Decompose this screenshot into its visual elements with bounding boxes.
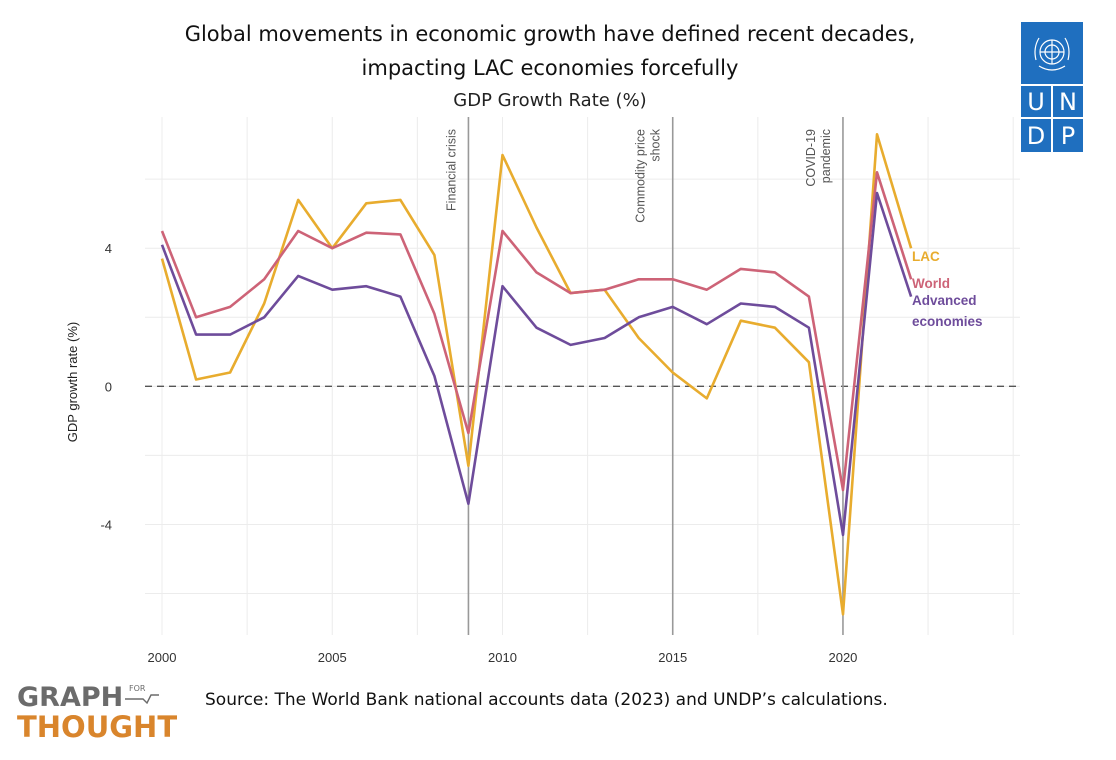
legend-label: LAC — [912, 249, 940, 264]
event-annotation: pandemic — [819, 129, 833, 183]
brand-graph: GRAPH — [17, 682, 124, 713]
brand-for: FOR — [129, 684, 146, 693]
chart-title-line1: Global movements in economic growth have… — [184, 22, 916, 46]
brand-pulse-icon — [125, 694, 159, 704]
y-axis-label: GDP growth rate (%) — [65, 322, 80, 442]
event-annotation: COVID-19 — [804, 129, 818, 187]
y-tick-label: -4 — [100, 517, 112, 532]
x-tick-label: 2005 — [318, 650, 347, 665]
series-line — [160, 191, 913, 537]
undp-logo: U N D P — [1021, 22, 1083, 152]
legend-label: Advanced — [912, 293, 977, 308]
chart-axes: -4 0 4 2000 2005 2010 2015 2020 GDP growth rate … — [65, 241, 857, 665]
chart-title-line2: impacting LAC economies forcefully — [361, 56, 739, 80]
chart-subtitle: GDP Growth Rate (%) — [453, 90, 647, 111]
x-tick-label: 2010 — [488, 650, 517, 665]
source-note: Source: The World Bank national accounts… — [205, 690, 888, 710]
chart-legend: LAC World Advanced economies — [912, 249, 983, 329]
logo-letter-n: N — [1059, 88, 1077, 116]
logo-letter-p: P — [1061, 122, 1075, 150]
graph-for-thought-logo: GRAPH FOR THOUGHT — [17, 682, 178, 744]
chart-grid — [145, 117, 1020, 635]
event-annotation: Financial crisis — [444, 129, 458, 211]
event-markers: Financial crisis Commodity price shock COVI… — [444, 117, 844, 635]
legend-label: economies — [912, 314, 983, 329]
y-tick-label: 0 — [105, 379, 112, 394]
brand-thought: THOUGHT — [17, 710, 178, 744]
logo-letter-d: D — [1027, 122, 1045, 150]
chart-series — [160, 133, 913, 616]
series-line — [160, 133, 913, 616]
x-tick-label: 2015 — [658, 650, 687, 665]
event-annotation: shock — [649, 128, 663, 161]
event-annotation: Commodity price — [634, 129, 648, 223]
x-tick-label: 2020 — [828, 650, 857, 665]
y-tick-label: 4 — [105, 241, 112, 256]
legend-label: World — [912, 276, 950, 291]
x-tick-label: 2000 — [148, 650, 177, 665]
series-line — [160, 171, 913, 492]
logo-letter-u: U — [1027, 88, 1045, 116]
